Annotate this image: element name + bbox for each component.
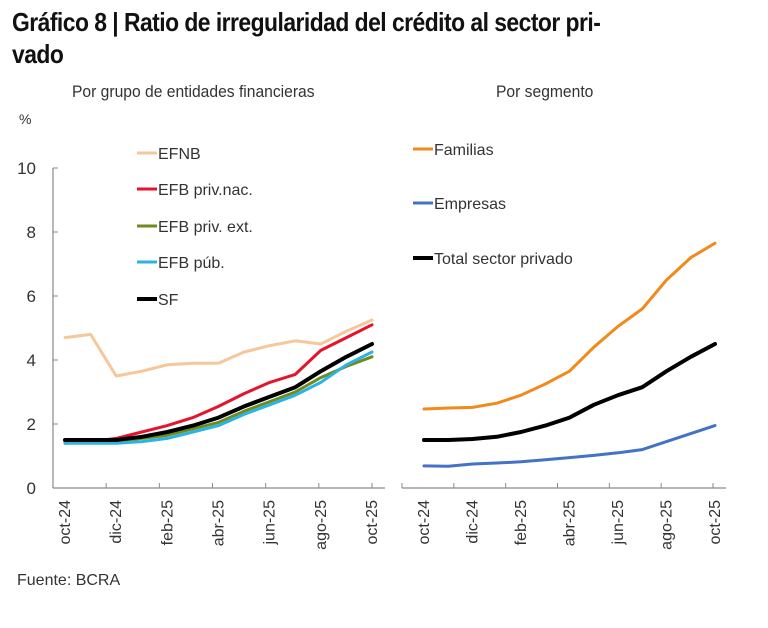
series-line-sf [63,342,374,442]
x-tick-label: dic-24 [108,500,125,544]
y-axis-unit-label: % [19,111,31,127]
legend-label: EFNB [158,146,201,163]
x-tick-label: feb-25 [513,500,530,545]
y-tick-label: 8 [27,223,36,242]
y-tick-label: 4 [27,351,36,370]
x-tick-label: ago-25 [659,500,676,550]
legend-label: SF [158,292,179,309]
chart-title: Gráfico 8 | Ratio de irregularidad del c… [12,6,663,70]
x-tick-label: oct-25 [364,500,381,545]
x-tick-label: oct-25 [707,500,724,545]
series-line-efb-p-b- [63,350,374,445]
x-tick-label: dic-24 [465,500,482,544]
right-chart-panel: oct-24 dic-24 feb-25 abr-25 jun-25 ago-25 oct-… [401,142,726,550]
x-tick-label: oct-24 [416,500,433,545]
chart-title-line1: Gráfico 8 | Ratio de irregularidad del c… [12,7,601,37]
legend-label: EFB priv.nac. [158,182,253,199]
y-tick-label: 0 [27,479,36,498]
legend-label: Empresas [434,196,506,213]
chart-title-line2: vado [12,39,64,69]
x-tick-label: abr-25 [562,500,579,546]
series-line-empresas [422,424,717,468]
source-note: Fuente: BCRA [17,572,121,589]
legend-label: EFB priv. ext. [158,219,253,236]
y-tick-label: 2 [27,415,36,434]
series-line-efnb [63,318,374,378]
y-tick-label: 10 [17,159,36,178]
x-tick-label: oct-24 [57,500,74,545]
legend-label: Familias [434,142,494,159]
x-tick-label: abr-25 [211,500,228,546]
legend-label: Total sector privado [434,251,573,268]
series-line-total-sector-privado [422,342,717,442]
y-tick-label: 6 [27,287,36,306]
right-panel-title: Por segmento [496,82,594,101]
x-tick-label: feb-25 [159,500,176,545]
x-tick-label: ago-25 [313,500,330,550]
x-tick-label: jun-25 [262,500,279,546]
x-tick-label: jun-25 [610,500,627,546]
left-panel-title: Por grupo de entidades financieras [72,82,315,101]
series-line-familias [422,241,717,411]
left-chart-panel: 0 2 4 6 8 10 oct-24 dic-24 feb-25 abr-25 jun-25 ago… [17,146,385,550]
legend-label: EFB púb. [158,255,225,272]
